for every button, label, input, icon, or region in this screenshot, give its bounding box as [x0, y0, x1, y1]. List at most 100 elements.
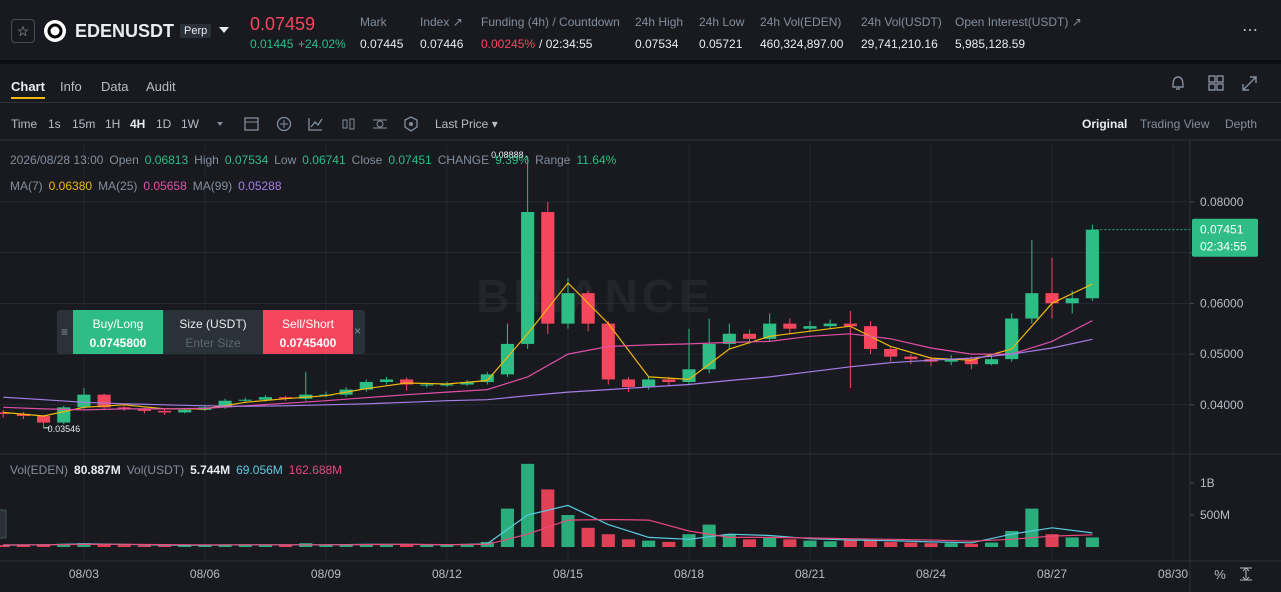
countdown-label: 02:34:55 [1200, 240, 1247, 254]
volume-bar [561, 515, 575, 547]
volume-bar [884, 541, 898, 547]
size-input[interactable]: Size (USDT) Enter Size [163, 310, 263, 354]
volume-ma-value: 162.688M [288, 463, 343, 477]
candle-body [258, 397, 272, 400]
interval[interactable]: 4H [130, 117, 146, 131]
volume-bar [621, 539, 636, 547]
volume-bar [57, 543, 71, 547]
legend-date: 2026/08/28 13:00 [10, 153, 104, 167]
view-option[interactable]: Trading View [1140, 117, 1210, 131]
candle-body [77, 394, 91, 408]
tab[interactable]: Audit [146, 79, 176, 94]
x-tick-label: 08/24 [916, 567, 946, 581]
legend-label: Range [535, 153, 571, 167]
interval[interactable]: Time [11, 117, 38, 131]
candle-body [1005, 318, 1019, 360]
legend-label: CHANGE [437, 153, 490, 167]
volume-bar [420, 545, 434, 547]
close-order-panel[interactable]: × [354, 324, 362, 338]
candle-body [621, 379, 636, 388]
candle-body [944, 359, 958, 362]
drag-handle[interactable]: ≡ [60, 325, 68, 339]
candle-body [460, 381, 474, 385]
favorite-star[interactable]: ☆ [11, 19, 35, 43]
high-marker-label: 0.08888 [491, 150, 524, 160]
tab[interactable]: Data [101, 79, 129, 94]
candle-body [863, 326, 878, 349]
price-type-text: Last Price [435, 117, 489, 131]
symbol-dropdown[interactable] [219, 27, 229, 34]
stat-value-text: 0.05721 [699, 37, 743, 51]
interval[interactable]: 1s [48, 117, 61, 131]
volume-bar [964, 543, 978, 547]
volume-bar [783, 539, 797, 547]
stat-value-text: 0.00245% [481, 37, 536, 51]
candle-body [601, 323, 615, 380]
stat-label: Funding (4h) / Countdown [481, 15, 620, 29]
volume-bar [763, 537, 777, 547]
candle-body [984, 359, 999, 365]
volume-bar [924, 543, 938, 547]
chart-tools[interactable] [1170, 74, 1260, 94]
x-tick-label: 08/03 [69, 567, 99, 581]
interval[interactable]: 1D [156, 117, 172, 131]
candle-body [783, 323, 797, 329]
volume-bar [682, 534, 696, 547]
view-option[interactable]: Original [1082, 117, 1128, 131]
sell-label: Sell/Short [281, 317, 335, 331]
volume-bar [258, 545, 272, 547]
tabs-divider [0, 102, 1281, 103]
interval[interactable]: 1W [181, 117, 199, 131]
volume-label: Vol(USDT) [126, 463, 185, 477]
y-tick-label: 1B [1200, 476, 1215, 490]
sell-short-button[interactable]: Sell/Short 0.0745400 [263, 310, 353, 354]
candle-body [0, 412, 10, 414]
candle-body [884, 348, 898, 357]
coin-logo [44, 20, 66, 42]
candle-body [16, 413, 30, 416]
scale-toggle[interactable] [1240, 567, 1252, 581]
sell-price: 0.0745400 [279, 336, 337, 350]
y-tick-label: 0.06000 [1200, 296, 1244, 310]
candle-body [904, 356, 918, 360]
symbol[interactable]: EDENUSDT [75, 21, 175, 41]
size-placeholder: Enter Size [185, 336, 241, 350]
stat-value-text: 0.07534 [635, 37, 679, 51]
more-menu[interactable]: ⋯ [1242, 22, 1258, 39]
volume-bar [1065, 537, 1079, 547]
price-type[interactable]: Last Price ▾ [435, 117, 498, 131]
tab[interactable]: Chart [11, 79, 45, 94]
dropdown-caret: ▾ [488, 117, 498, 131]
toolbar-icons[interactable] [213, 115, 423, 133]
interval[interactable]: 15m [72, 117, 96, 131]
x-tick-label: 08/27 [1037, 567, 1067, 581]
candle-body [964, 359, 978, 365]
ma-value: 0.05288 [238, 179, 282, 193]
legend-value: 0.06813 [144, 153, 189, 167]
volume-bar [137, 545, 151, 547]
stat-label: Mark [360, 15, 387, 29]
candle-body [823, 323, 837, 327]
ma-value: 0.06380 [48, 179, 93, 193]
left-scroll[interactable] [0, 509, 7, 539]
x-tick-label: 08/18 [674, 567, 704, 581]
candle-body [803, 326, 817, 329]
candle-body [722, 333, 736, 344]
interval[interactable]: 1H [105, 117, 121, 131]
ma-name: MA(7) [10, 179, 43, 193]
volume-bar [97, 544, 111, 547]
candle-body [1085, 229, 1099, 299]
price-change-pct: +24.02% [298, 37, 346, 51]
percent-toggle[interactable]: % [1214, 567, 1226, 582]
volume-value: 80.887M [74, 463, 121, 477]
view-option[interactable]: Depth [1225, 117, 1258, 131]
x-tick-label: 08/15 [553, 567, 583, 581]
last-price: 0.07459 [250, 14, 316, 34]
order-panel: ≡ Buy/Long 0.0745800 Size (USDT) Enter S… [57, 310, 365, 354]
buy-long-button[interactable]: Buy/Long 0.0745800 [73, 310, 163, 354]
volume-bar [1025, 508, 1039, 547]
low-marker-label: 0.03546 [48, 424, 81, 434]
tab[interactable]: Info [60, 79, 82, 94]
volume-bar [198, 545, 212, 547]
